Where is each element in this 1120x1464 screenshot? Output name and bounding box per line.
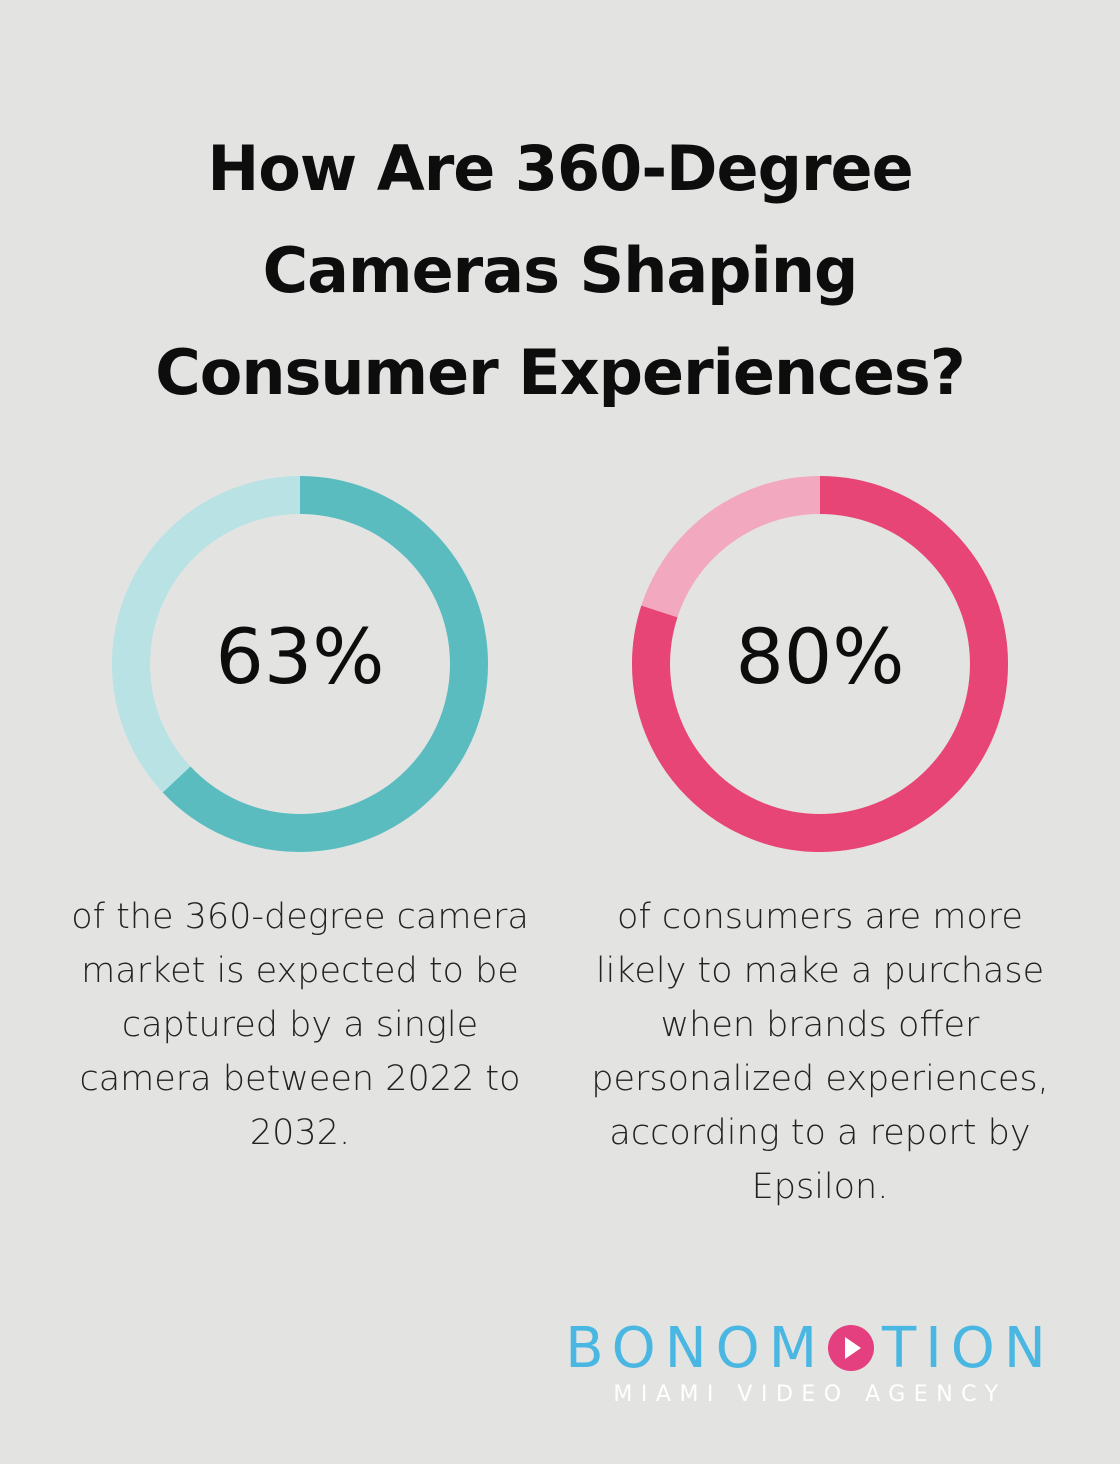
description-line: of consumers are more [617,897,1023,937]
description-line: camera between 2022 to [79,1059,521,1099]
description-line: market is expected to be [81,951,519,991]
donut-value: 63% [215,612,385,701]
page-title: How Are 360-Degree Cameras Shaping Consu… [60,118,1060,424]
description-line: 2032. [249,1113,351,1153]
description-line: personalized experiences, [591,1059,1049,1099]
description-line: likely to make a purchase [595,951,1045,991]
title-line: How Are 360-Degree [207,132,913,205]
logo-word-end: TION [882,1316,1055,1381]
logo-tagline: MIAMI VIDEO AGENCY [613,1382,1007,1407]
brand-logo: BONOM TION MIAMI VIDEO AGENCY [560,1318,1060,1408]
description-line: of the 360-degree camera [71,897,529,937]
donut-chart-80 [632,476,1008,852]
logo-wordmark: BONOM TION [560,1318,1060,1380]
donut-chart-63 [112,476,488,852]
stat-description: of the 360-degree camera market is expec… [60,890,540,1160]
description-line: according to a report by [609,1113,1031,1153]
description-line: captured by a single [121,1005,479,1045]
logo-word-start: BONOM [565,1316,827,1381]
description-line: Epsilon. [751,1167,889,1207]
play-icon [828,1325,875,1371]
description-line: when brands offer [660,1005,980,1045]
title-line: Consumer Experiences? [155,336,966,409]
donut-arc [112,476,488,852]
title-line: Cameras Shaping [262,234,859,307]
stat-description: of consumers are more likely to make a p… [580,890,1060,1214]
donut-arc [632,476,1008,852]
donut-value: 80% [735,612,905,701]
